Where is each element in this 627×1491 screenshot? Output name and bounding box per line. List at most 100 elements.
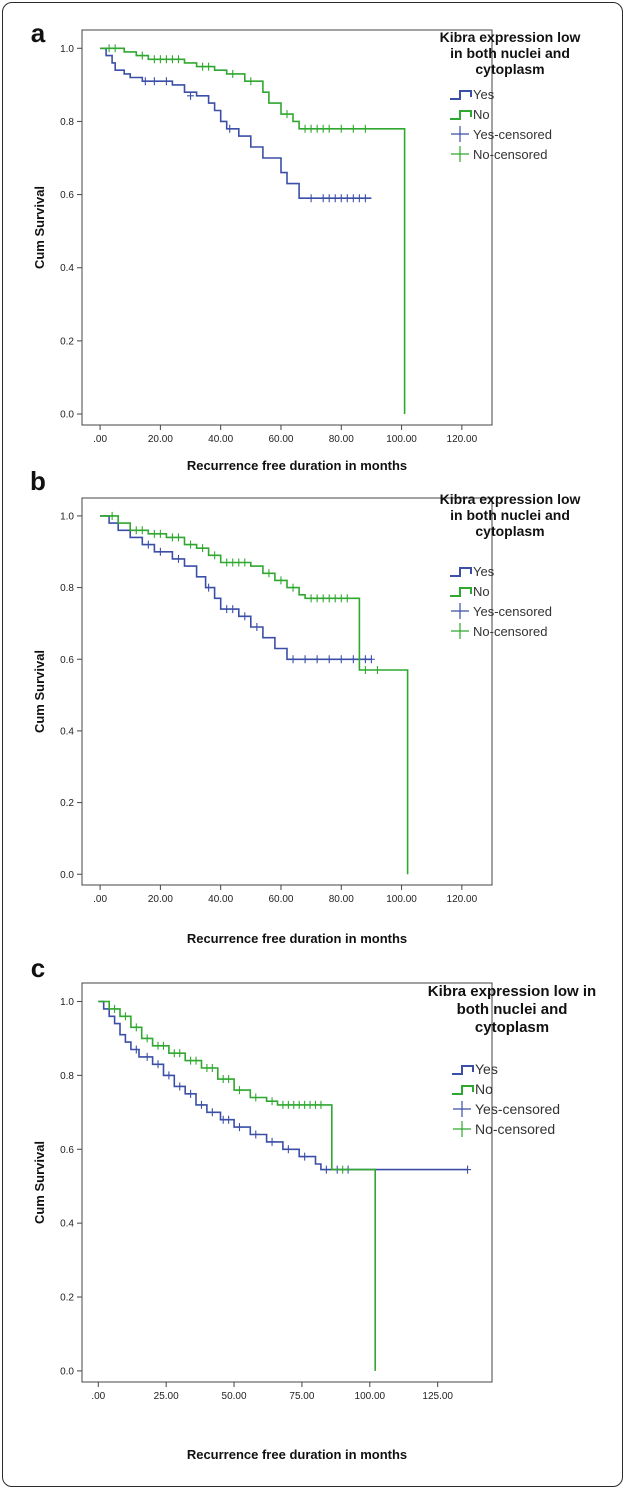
censor-mark-yes — [464, 1165, 472, 1174]
censor-mark-yes — [307, 194, 315, 203]
censor-mark-no — [319, 594, 327, 603]
censor-mark-no — [192, 1056, 200, 1065]
survival-curve-no — [100, 515, 409, 875]
censor-mark-no — [168, 55, 176, 64]
censor-mark-yes — [253, 623, 261, 631]
censor-mark-no — [307, 124, 315, 133]
legend-label: No-censored — [473, 624, 547, 639]
censor-mark-yes — [337, 655, 345, 664]
x-tick-label: 40.00 — [208, 434, 233, 445]
legend-swatch-censor — [451, 603, 469, 619]
censor-mark-no — [205, 62, 213, 71]
km-panel-a: a 0.0 0.2 0.4 0.6 0.8 1.0 .00 20.00 40.00 60.00 80.… — [0, 0, 627, 497]
y-tick-label: 0.2 — [60, 336, 74, 347]
legend-swatch-censor — [451, 146, 469, 162]
censor-mark-no — [132, 1023, 140, 1032]
censor-mark-no — [361, 666, 369, 674]
legend-swatch-censor — [451, 126, 469, 142]
censor-mark-yes — [349, 655, 357, 664]
censor-mark-no — [265, 569, 273, 578]
censor-mark-no — [252, 1093, 260, 1102]
legend-label: No — [473, 584, 490, 599]
censor-mark-no — [268, 1097, 276, 1106]
censor-mark-yes — [322, 1165, 330, 1174]
x-tick-label: 125.00 — [422, 1391, 453, 1402]
censor-mark-yes — [289, 655, 297, 664]
censor-mark-yes — [197, 1100, 205, 1109]
censor-mark-yes — [235, 1123, 243, 1132]
censor-mark-no — [331, 594, 339, 603]
legend-label: Yes-censored — [473, 604, 552, 619]
legend-swatch-step — [450, 110, 472, 120]
plot-area — [81, 982, 493, 1383]
censor-mark-yes — [143, 1052, 151, 1061]
censor-mark-no — [325, 124, 333, 133]
y-tick-label: 0.6 — [60, 655, 74, 666]
y-tick-label: 0.4 — [60, 726, 74, 737]
censor-mark-no — [313, 594, 321, 603]
x-tick-label: 20.00 — [148, 434, 173, 445]
x-tick-label: 50.00 — [222, 1391, 247, 1402]
y-tick-label: 1.0 — [60, 511, 74, 522]
survival-curve-yes — [98, 1000, 468, 1171]
censor-mark-no — [108, 511, 116, 520]
censor-mark-yes — [150, 77, 158, 86]
x-tick-label: 100.00 — [386, 434, 417, 445]
censor-mark-yes — [187, 1089, 195, 1098]
km-panel-c: c 0.0 0.2 0.4 0.6 0.8 1.0 .00 25.00 50.00 75.00 100… — [0, 945, 627, 1462]
censor-mark-no — [138, 51, 146, 60]
x-tick-label: 40.00 — [208, 894, 233, 905]
legend-title: cytoplasm — [475, 1019, 549, 1036]
x-axis-label: Recurrence free duration in months — [187, 458, 407, 473]
censor-mark-yes — [319, 194, 327, 203]
censor-mark-no — [168, 533, 176, 542]
censor-mark-yes — [337, 194, 345, 203]
censor-mark-yes — [176, 1082, 184, 1091]
censor-mark-no — [373, 666, 381, 674]
censor-mark-yes — [205, 583, 213, 592]
y-tick-label: 0.4 — [60, 1219, 74, 1230]
censor-mark-yes — [132, 1045, 140, 1054]
legend-label: Yes — [473, 87, 495, 102]
censor-mark-no — [187, 540, 195, 549]
censor-mark-no — [337, 124, 345, 133]
censor-mark-no — [307, 594, 315, 603]
censor-mark-no — [174, 533, 182, 542]
x-tick-label: 25.00 — [154, 1391, 179, 1402]
censor-mark-no — [313, 124, 321, 133]
censor-mark-no — [143, 1034, 151, 1043]
censor-mark-no — [138, 526, 146, 535]
censor-mark-no — [132, 526, 140, 535]
panel-letter: c — [31, 953, 45, 983]
x-tick-label: 120.00 — [447, 434, 478, 445]
censor-mark-yes — [187, 91, 195, 100]
panel-letter: b — [30, 466, 46, 496]
x-axis-label: Recurrence free duration in months — [187, 1447, 407, 1462]
censor-mark-no — [343, 594, 351, 603]
censor-mark-no — [289, 583, 297, 592]
x-tick-label: 80.00 — [329, 894, 354, 905]
y-tick-label: 1.0 — [60, 44, 74, 55]
censor-mark-yes — [162, 77, 170, 86]
censor-mark-no — [225, 1075, 233, 1084]
legend-label: Yes — [473, 564, 495, 579]
censor-mark-yes — [343, 194, 351, 203]
legend-swatch-step — [450, 567, 472, 577]
panel-letter: a — [31, 18, 46, 48]
censor-mark-no — [339, 1165, 347, 1174]
legend-title: cytoplasm — [475, 523, 544, 539]
censor-mark-yes — [226, 124, 234, 133]
censor-mark-yes — [284, 1145, 292, 1154]
legend-title: in both nuclei and — [450, 45, 570, 61]
censor-mark-no — [235, 558, 243, 567]
plot-area — [81, 29, 493, 426]
x-tick-label: 60.00 — [268, 434, 293, 445]
censor-mark-no — [199, 544, 207, 553]
censor-mark-no — [156, 55, 164, 64]
legend-label: Yes-censored — [473, 127, 552, 142]
legend-swatch-step — [452, 1065, 474, 1075]
y-tick-label: 0.0 — [60, 1366, 74, 1377]
censor-mark-yes — [301, 655, 309, 664]
censor-mark-no — [111, 44, 119, 53]
x-tick-label: .00 — [91, 1391, 105, 1402]
